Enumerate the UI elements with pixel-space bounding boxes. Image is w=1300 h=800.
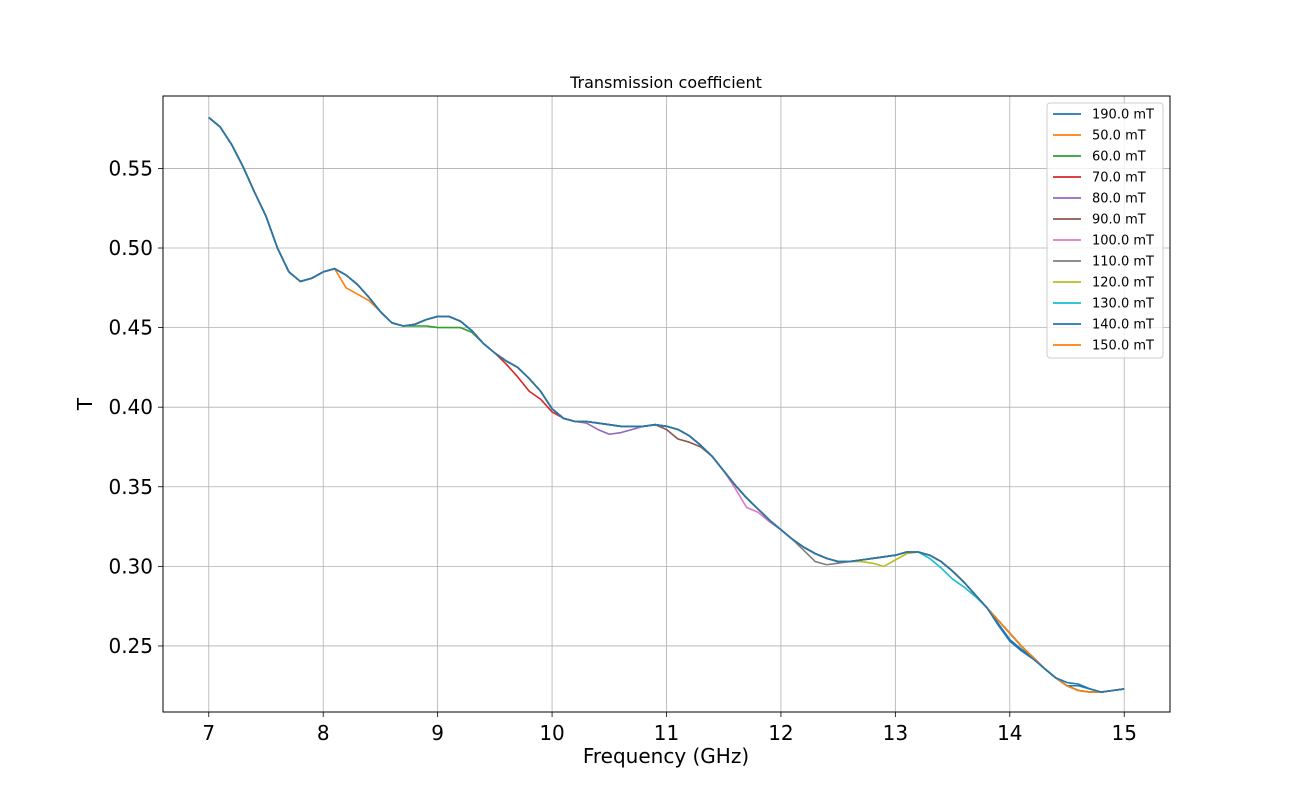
series-line-0 [208, 116, 1125, 693]
legend-label: 150.0 mT [1092, 339, 1154, 354]
series-lines [208, 116, 1125, 693]
x-tick-label: 7 [202, 721, 215, 745]
legend-label: 130.0 mT [1092, 297, 1154, 312]
legend-label: 110.0 mT [1092, 255, 1154, 270]
y-tick-label: 0.40 [108, 395, 153, 419]
x-tick-label: 12 [768, 721, 793, 745]
y-tick-label: 0.30 [108, 554, 153, 578]
legend-label: 190.0 mT [1092, 108, 1154, 123]
y-axis-ticks: 0.25 0.30 0.35 0.40 0.45 0.50 0.55 [108, 156, 163, 658]
x-axis-label: Frequency (GHz) [583, 744, 749, 768]
legend-label: 120.0 mT [1092, 276, 1154, 291]
x-tick-label: 9 [431, 721, 444, 745]
x-tick-label: 15 [1112, 721, 1137, 745]
y-tick-label: 0.25 [108, 634, 153, 658]
y-tick-label: 0.45 [108, 316, 153, 340]
x-tick-label: 8 [317, 721, 330, 745]
y-tick-label: 0.35 [108, 475, 153, 499]
legend-label: 60.0 mT [1092, 150, 1146, 165]
x-tick-label: 14 [997, 721, 1022, 745]
legend-label: 100.0 mT [1092, 234, 1154, 249]
legend-label: 90.0 mT [1092, 213, 1146, 228]
legend: 190.0 mT 50.0 mT 60.0 mT 70.0 mT 80.0 mT 90.0… [1046, 102, 1164, 359]
legend-label: 70.0 mT [1092, 171, 1146, 186]
legend-label: 80.0 mT [1092, 192, 1146, 207]
legend-label: 140.0 mT [1092, 318, 1154, 333]
chart-title: Transmission coefficient [569, 73, 762, 92]
x-axis-ticks: 7 8 9 10 11 12 13 14 15 [202, 712, 1137, 745]
x-tick-label: 13 [883, 721, 908, 745]
y-tick-label: 0.50 [108, 236, 153, 260]
x-tick-label: 10 [539, 721, 564, 745]
x-tick-label: 11 [654, 721, 679, 745]
y-axis-label: T [73, 397, 97, 411]
legend-label: 50.0 mT [1092, 129, 1146, 144]
legend-box [1046, 102, 1164, 359]
y-tick-label: 0.55 [108, 156, 153, 180]
